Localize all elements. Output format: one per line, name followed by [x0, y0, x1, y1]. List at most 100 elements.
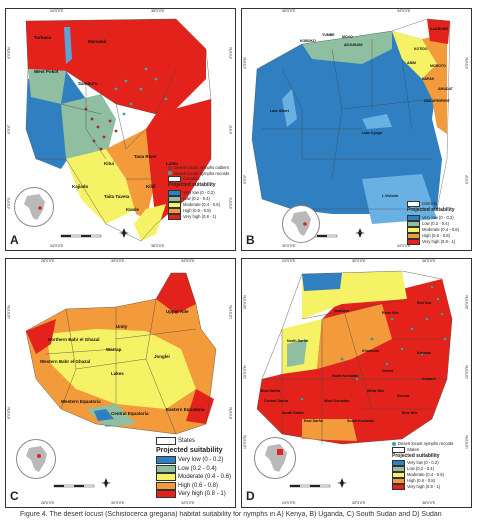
- sudan-high-south: [302, 419, 357, 441]
- place-label: Red Sea: [417, 301, 432, 305]
- place-label: South Kordofan: [347, 419, 375, 423]
- place-label: NAPAK: [422, 77, 435, 81]
- top-tick: 34°0'0"E: [181, 259, 195, 263]
- legend-class-label: Moderate (0.4 - 0.6): [178, 474, 232, 480]
- legend-swatch-moderate: [168, 201, 181, 208]
- sudan-record-points: [300, 285, 447, 401]
- left-tick: 10°0'0"N: [243, 435, 247, 449]
- place-label: Kassala: [417, 351, 431, 355]
- kenya-outlier-points: [84, 107, 118, 151]
- lake-albert: [282, 89, 297, 127]
- left-tick: 0°0'0": [243, 174, 247, 184]
- legend-swatch-very-low: [407, 214, 420, 221]
- place-label: Warrap: [106, 347, 122, 352]
- right-tick: 20°0'0"N: [465, 295, 469, 309]
- outlier-point-icon: [168, 165, 172, 170]
- north-arrow-icon: [119, 228, 129, 238]
- ssudan-very-high-east: [186, 389, 214, 424]
- place-label: Turkana: [34, 35, 52, 40]
- place-label: Western Equatoria: [61, 399, 101, 404]
- left-tick: 20°0'0"N: [243, 295, 247, 309]
- sudan-very-high-zone: [257, 279, 452, 444]
- legend-title: Projected suitability: [168, 182, 216, 189]
- panel-label: D: [246, 489, 255, 503]
- legend-swatch-high: [156, 481, 176, 490]
- place-label: Lake Albert: [270, 109, 289, 113]
- scale-bar: [289, 484, 331, 488]
- legend-title: Projected suitability: [392, 452, 440, 459]
- place-label: Tana River: [134, 154, 157, 159]
- top-tick: 30°0'0"E: [352, 259, 366, 263]
- bottom-tick: 26°0'0"E: [41, 501, 55, 505]
- panel-c-legend: States Projected suitability Very low (0…: [156, 437, 231, 499]
- ssudan-very-high-north: [156, 273, 196, 314]
- uganda-high-zone: [422, 34, 447, 99]
- place-label: East Darfur: [304, 419, 324, 423]
- boundary-swatch: [168, 176, 181, 183]
- kenya-county-boundaries: [25, 18, 212, 242]
- legend-swatch-low: [407, 220, 420, 227]
- kenya-high-zone: [106, 129, 156, 219]
- boundary-swatch: [407, 201, 420, 207]
- bottom-tick: 30°0'0"E: [352, 501, 366, 505]
- scale-bar: [53, 484, 95, 488]
- legend-class-label: Low (0.2 - 0.4): [178, 465, 217, 472]
- legend-swatch-high: [392, 478, 405, 485]
- right-tick: 10°0'0"N: [465, 435, 469, 449]
- place-label: Kwale: [126, 207, 140, 212]
- legend-title: Projected suitability: [156, 446, 223, 454]
- legend-class-label: Very low (0 - 0.2): [178, 457, 224, 463]
- africa-locator-globe: [16, 439, 56, 479]
- place-label: Kilifi: [146, 184, 156, 189]
- legend-class-label: Moderate (0.4 - 0.6): [422, 226, 460, 232]
- uganda-very-low-zone: [252, 31, 442, 214]
- legend-class-label: Moderate (0.4 - 0.6): [407, 472, 445, 478]
- lake-victoria: [362, 174, 437, 224]
- place-label: AMUDAT: [438, 87, 453, 91]
- legend-swatch-high: [168, 207, 181, 214]
- top-tick: 24°0'0"E: [282, 259, 296, 263]
- bottom-tick: 34°0'0"E: [181, 501, 195, 505]
- legend-swatch-low: [392, 466, 405, 473]
- top-tick: 34°0'0"E: [50, 9, 64, 13]
- africa-locator-icon: [291, 211, 311, 236]
- place-label: River Nile: [382, 311, 399, 315]
- place-label: KOBOKO: [300, 39, 316, 43]
- place-label: Northern Bahr el Ghazal: [48, 337, 100, 342]
- place-label: Central Darfur: [264, 399, 289, 403]
- legend-class-label: Very high (0.8 - 1): [183, 213, 217, 219]
- bottom-tick: 34°0'0"E: [50, 244, 64, 248]
- place-label: Kajiado: [72, 184, 89, 189]
- lake-kyoga: [362, 114, 392, 129]
- place-label: Khartoum: [362, 349, 379, 353]
- scale-bar: [60, 234, 102, 238]
- africa-locator-globe: [282, 205, 320, 243]
- panel-c-south-sudan-map: 26°0'0"E 30°0'0"E 34°0'0"E 26°0'0"E 30°0…: [5, 258, 236, 508]
- legend-class-label: High (0.6 - 0.8): [407, 478, 435, 484]
- boundary-swatch: [156, 437, 176, 446]
- legend-class-label: Very low (0 - 0.2): [183, 189, 215, 195]
- uganda-east-high: [432, 94, 447, 134]
- place-label: ADJUMANI: [344, 43, 363, 47]
- legend-record-label: Desert locust nymphs records: [398, 441, 454, 446]
- right-tick: 0°0'0": [229, 124, 233, 134]
- bottom-tick: 30°0'0"E: [282, 244, 296, 248]
- place-label: Lamu: [166, 161, 179, 166]
- place-label: MOROTO: [430, 64, 446, 68]
- sudan-very-low-nw: [302, 273, 342, 291]
- ssudan-very-high-west: [26, 319, 56, 354]
- legend-class-label: Very high (0.8 - 1): [178, 491, 226, 497]
- right-tick: 6°0'0"N: [229, 407, 233, 419]
- africa-locator-icon: [26, 446, 47, 472]
- legend-swatch-very-low: [392, 460, 405, 467]
- legend-swatch-very-high: [156, 490, 176, 499]
- top-tick: 38°0'0"E: [151, 9, 165, 13]
- place-label: NAKAPIRIPIRIT: [424, 99, 450, 103]
- legend-swatch-low: [156, 464, 176, 473]
- panel-b-uganda-map: 30°0'0"E 34°0'0"E 30°0'0"E 34°0'0"E 4°0'…: [241, 8, 472, 251]
- legend-swatch-very-low: [156, 456, 176, 465]
- ssudan-very-low-zone: [94, 409, 114, 421]
- legend-boundary-label: States: [407, 446, 419, 452]
- kenya-record-points: [114, 67, 168, 116]
- top-tick: 34°0'0"E: [397, 9, 411, 13]
